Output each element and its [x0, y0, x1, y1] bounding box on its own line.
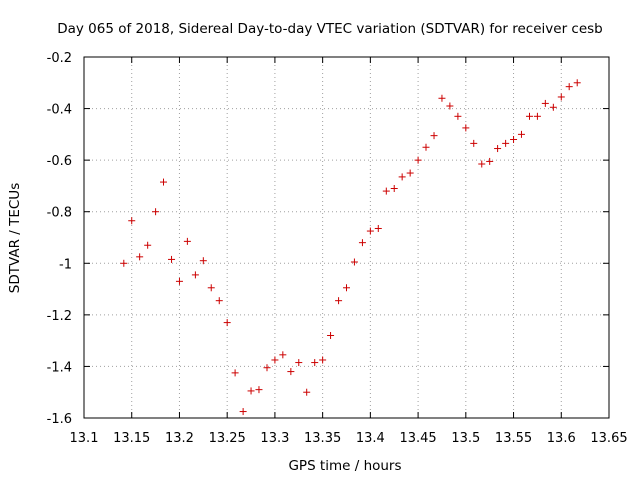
x-tick-label: 13.6: [547, 431, 576, 446]
data-point: [533, 112, 541, 120]
data-point: [223, 319, 231, 327]
y-tick-label: -1.4: [47, 360, 72, 375]
y-tick-label: -1.2: [47, 309, 72, 324]
data-point: [255, 386, 263, 394]
data-point: [335, 297, 343, 305]
data-point: [573, 79, 581, 87]
data-point: [303, 388, 311, 396]
y-tick-label: -0.6: [47, 154, 72, 169]
data-point: [136, 253, 144, 261]
data-point: [350, 258, 358, 266]
y-tick-label: -0.8: [47, 206, 72, 221]
data-point: [454, 112, 462, 120]
y-tick-label: -0.2: [47, 51, 72, 66]
y-tick-label: -1: [59, 257, 72, 272]
data-points: [120, 79, 581, 416]
data-point: [120, 259, 128, 267]
x-tick-label: 13.25: [209, 431, 246, 446]
data-point: [565, 83, 573, 91]
data-point: [470, 139, 478, 147]
plot-frame: [83, 56, 610, 419]
data-point: [525, 112, 533, 120]
data-point: [168, 255, 176, 263]
data-point: [128, 217, 136, 225]
y-axis-label: SDTVAR / TECUs: [7, 183, 23, 293]
y-tick-labels: -1.6 -1.4 -1.2 -1 -0.8 -0.6 -0.4 -0.2: [47, 51, 72, 427]
y-tick-label: -1.6: [47, 412, 72, 427]
data-point: [271, 356, 279, 364]
data-point: [478, 160, 486, 168]
axis-ticks: [83, 56, 610, 419]
data-point: [494, 145, 502, 153]
x-tick-label: 13.2: [165, 431, 194, 446]
data-point: [144, 241, 152, 249]
chart-title: Day 065 of 2018, Sidereal Day-to-day VTE…: [57, 21, 603, 37]
x-tick-label: 13.5: [451, 431, 480, 446]
data-point: [287, 368, 295, 376]
data-point: [366, 227, 374, 235]
data-point: [215, 297, 223, 305]
x-tick-label: 13.55: [495, 431, 532, 446]
x-tick-label: 13.65: [590, 431, 627, 446]
data-point: [239, 408, 247, 416]
data-point: [486, 157, 494, 165]
data-point: [549, 103, 557, 111]
data-point: [446, 102, 454, 110]
data-point: [398, 173, 406, 181]
x-tick-label: 13.4: [356, 431, 385, 446]
data-point: [199, 257, 207, 265]
data-point: [422, 143, 430, 151]
data-point: [207, 284, 215, 292]
data-point: [152, 208, 160, 216]
x-tick-label: 13.35: [304, 431, 341, 446]
data-point: [557, 93, 565, 101]
x-tick-label: 13.1: [70, 431, 99, 446]
x-tick-label: 13.45: [399, 431, 436, 446]
data-point: [327, 331, 335, 339]
data-point: [406, 169, 414, 177]
x-tick-label: 13.15: [113, 431, 150, 446]
x-tick-labels: 13.1 13.15 13.2 13.25 13.3 13.35 13.4 13.45 13.5…: [70, 431, 628, 446]
data-point: [279, 351, 287, 359]
data-point: [374, 224, 382, 232]
y-tick-label: -0.4: [47, 103, 72, 118]
data-point: [247, 387, 255, 395]
data-point: [183, 237, 191, 245]
x-axis-label: GPS time / hours: [288, 458, 401, 474]
data-point: [382, 187, 390, 195]
data-point: [343, 284, 350, 292]
data-point: [541, 99, 549, 107]
data-point: [175, 277, 183, 285]
data-point: [311, 359, 319, 367]
data-point: [319, 356, 327, 364]
data-point: [462, 124, 470, 132]
data-point: [414, 156, 422, 164]
data-point: [517, 130, 525, 138]
data-point: [390, 185, 398, 193]
data-point: [510, 136, 518, 144]
x-tick-label: 13.3: [260, 431, 289, 446]
data-point: [295, 359, 303, 367]
data-point: [502, 139, 510, 147]
data-point: [438, 94, 446, 102]
data-point: [160, 178, 168, 186]
data-point: [231, 369, 239, 377]
data-point: [191, 271, 199, 279]
data-point: [430, 132, 438, 140]
data-point: [358, 239, 366, 247]
data-point: [263, 364, 271, 372]
grid-lines: [84, 57, 609, 418]
